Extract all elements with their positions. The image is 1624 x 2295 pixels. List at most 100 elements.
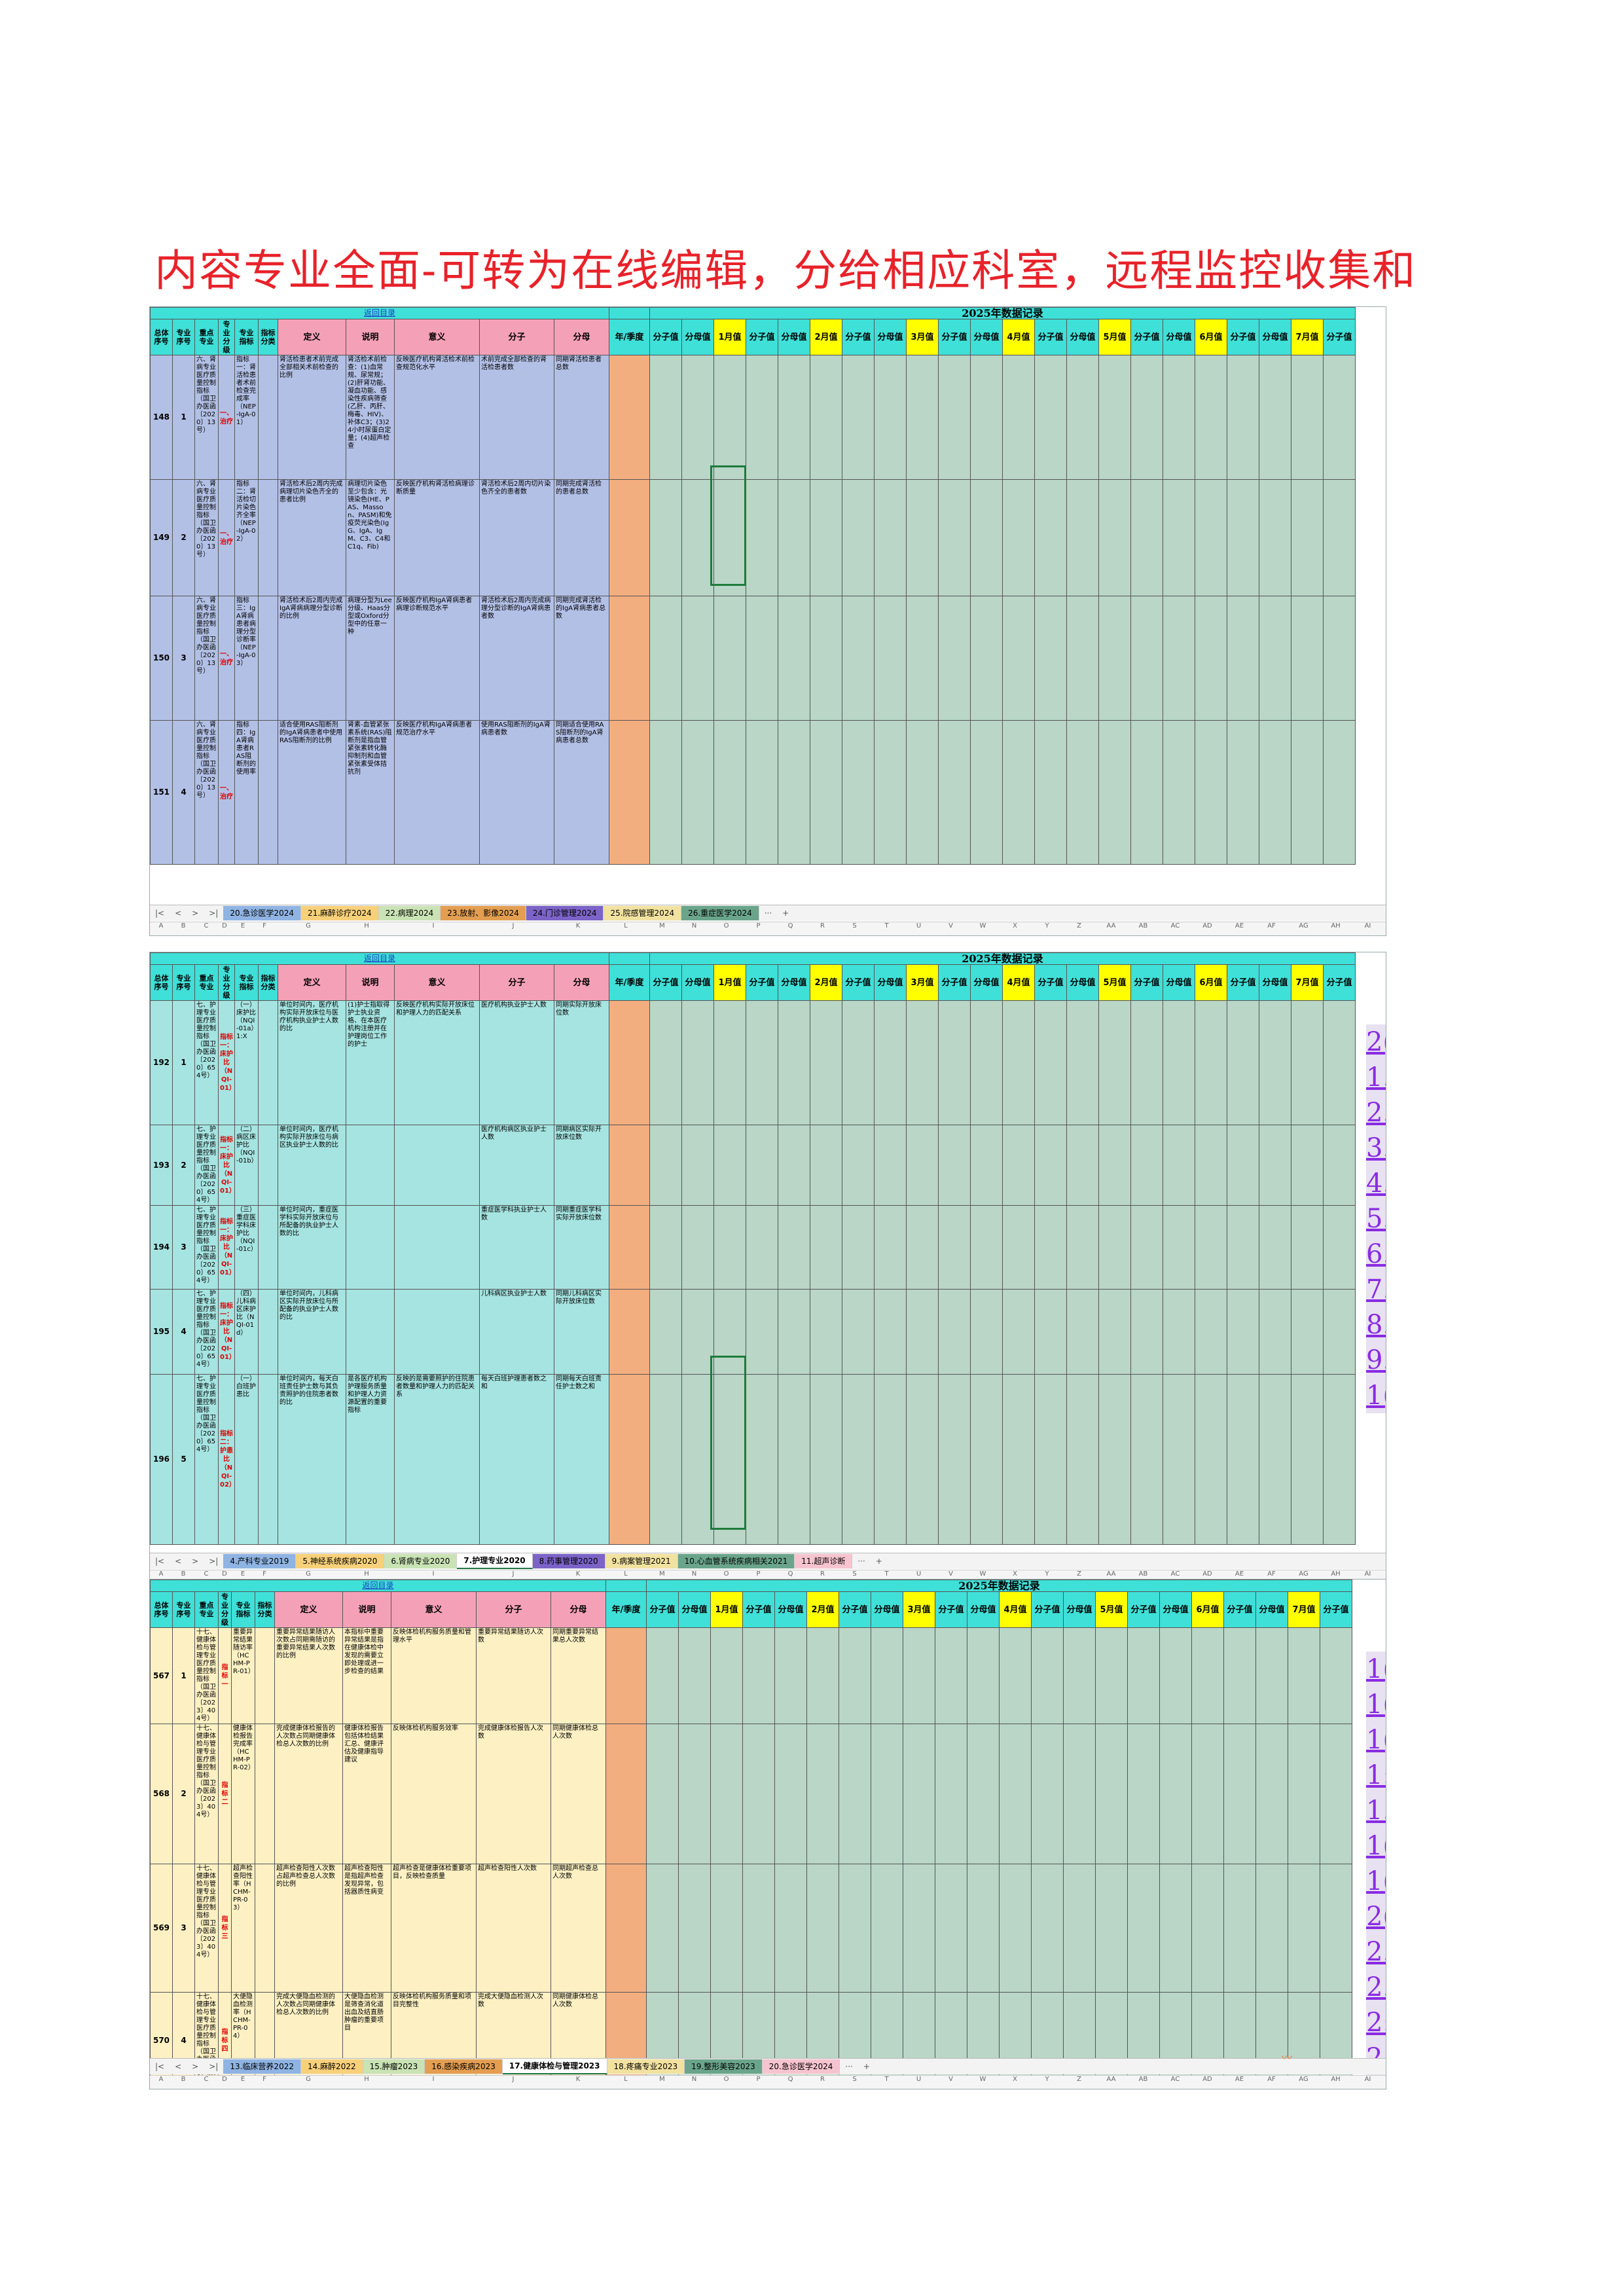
data-entry-cell[interactable] bbox=[778, 1205, 810, 1290]
data-entry-cell[interactable] bbox=[1323, 720, 1356, 865]
ind-cat-cell[interactable] bbox=[258, 1374, 278, 1545]
data-entry-cell[interactable] bbox=[1320, 1627, 1352, 1724]
data-entry-cell[interactable] bbox=[1034, 355, 1067, 480]
sheet-tab[interactable]: 8.药事管理2020 bbox=[532, 1554, 605, 1568]
data-entry-cell[interactable] bbox=[970, 355, 1003, 480]
data-entry-cell[interactable] bbox=[842, 355, 875, 480]
data-entry-cell[interactable] bbox=[778, 1374, 810, 1545]
indicator-cell[interactable]: 超声检查阳性率（HCHM-PR-03） bbox=[231, 1864, 255, 1993]
data-entry-cell[interactable] bbox=[1034, 720, 1067, 865]
data-entry-cell[interactable] bbox=[681, 355, 714, 480]
data-entry-cell[interactable] bbox=[1066, 1205, 1099, 1290]
data-entry-cell[interactable] bbox=[1163, 1205, 1195, 1290]
spec-no-cell[interactable]: 1 bbox=[172, 355, 195, 480]
data-entry-cell[interactable] bbox=[970, 720, 1003, 865]
period-cell[interactable] bbox=[605, 1864, 647, 1993]
data-entry-cell[interactable] bbox=[710, 1724, 743, 1864]
explain-cell[interactable] bbox=[346, 1125, 395, 1206]
data-entry-cell[interactable] bbox=[938, 1205, 971, 1290]
data-entry-cell[interactable] bbox=[1098, 720, 1131, 865]
data-entry-cell[interactable] bbox=[967, 1627, 1000, 1724]
total-no-cell[interactable]: 193 bbox=[150, 1125, 173, 1206]
data-entry-cell[interactable] bbox=[906, 479, 939, 596]
spec-cat-cell[interactable]: 指标一：床护比（NQI-01） bbox=[218, 1000, 235, 1125]
data-entry-cell[interactable] bbox=[1320, 1724, 1352, 1864]
data-entry-cell[interactable] bbox=[1098, 596, 1131, 721]
indicator-cell[interactable]: （四）儿科病区床护比（NQI-01d） bbox=[234, 1289, 259, 1375]
data-entry-cell[interactable] bbox=[681, 1289, 714, 1375]
sheet-tab[interactable]: 26.重症医学2024 bbox=[681, 906, 759, 920]
spec-cat-cell[interactable]: 一、治疗 bbox=[218, 479, 235, 596]
data-entry-cell[interactable] bbox=[1195, 596, 1227, 721]
data-entry-cell[interactable] bbox=[1130, 1000, 1163, 1125]
denominator-cell[interactable]: 同期重症医学科实际开放床位数 bbox=[554, 1205, 609, 1290]
data-entry-cell[interactable] bbox=[842, 596, 875, 721]
denominator-cell[interactable]: 同期完成肾活检的患者总数 bbox=[554, 479, 609, 596]
meaning-cell[interactable]: 反映医疗机构实际开放床位和护理人力的匹配关系 bbox=[394, 1000, 480, 1125]
period-cell[interactable] bbox=[609, 720, 650, 865]
data-entry-cell[interactable] bbox=[874, 596, 907, 721]
prev-sheet-button[interactable]: < bbox=[175, 2062, 182, 2071]
data-entry-cell[interactable] bbox=[1288, 1724, 1320, 1864]
denominator-cell[interactable]: 同期适合使用RAS阻断剂的IgA肾病患者总数 bbox=[554, 720, 609, 865]
data-entry-cell[interactable] bbox=[746, 1374, 778, 1545]
sheet-tab[interactable]: 7.护理专业2020 bbox=[457, 1553, 533, 1569]
data-entry-cell[interactable] bbox=[970, 1289, 1003, 1375]
data-entry-cell[interactable] bbox=[778, 1125, 810, 1206]
sheet-tab[interactable]: 17.健康体检与管理2023 bbox=[502, 2059, 607, 2074]
data-entry-cell[interactable] bbox=[903, 1864, 935, 1993]
data-entry-cell[interactable] bbox=[1066, 479, 1099, 596]
definition-cell[interactable]: 重要异常结果随访人次数占同期需随访的重要异常结果人次数的比例 bbox=[274, 1627, 343, 1724]
numerator-cell[interactable]: 超声检查阳性人次数 bbox=[476, 1864, 551, 1993]
data-entry-cell[interactable] bbox=[1130, 596, 1163, 721]
ind-cat-cell[interactable] bbox=[258, 479, 278, 596]
spec-cat-cell[interactable]: 指标一：床护比（NQI-01） bbox=[218, 1205, 235, 1290]
data-entry-cell[interactable] bbox=[1291, 1205, 1324, 1290]
data-entry-cell[interactable] bbox=[1195, 1000, 1227, 1125]
meaning-cell[interactable]: 反映医疗机构IgA肾病患者规范治疗水平 bbox=[394, 720, 480, 865]
data-entry-cell[interactable] bbox=[1227, 1289, 1259, 1375]
explain-cell[interactable]: 病理切片染色至少包含：光镜染色(HE、PAS、Masson、PASM)和免疫荧光… bbox=[346, 479, 395, 596]
back-to-contents-link[interactable]: 返回目录 bbox=[150, 1580, 606, 1592]
data-entry-cell[interactable] bbox=[842, 1374, 875, 1545]
data-entry-cell[interactable] bbox=[681, 1125, 714, 1206]
first-sheet-button[interactable]: |< bbox=[155, 2062, 165, 2071]
key-spec-cell[interactable]: 七、护理专业医疗质量控制指标（国卫办医函〔2020〕654号） bbox=[194, 1000, 219, 1125]
data-entry-cell[interactable] bbox=[1163, 1374, 1195, 1545]
data-entry-cell[interactable] bbox=[1223, 1724, 1256, 1864]
ind-cat-cell[interactable] bbox=[258, 1205, 278, 1290]
data-entry-cell[interactable] bbox=[1291, 720, 1324, 865]
explain-cell[interactable]: 健康体检报告包括体检结果汇总、健康评估及健康指导建议 bbox=[342, 1724, 391, 1864]
data-entry-cell[interactable] bbox=[970, 1000, 1003, 1125]
last-sheet-button[interactable]: >| bbox=[209, 909, 219, 918]
data-entry-cell[interactable] bbox=[1195, 1205, 1227, 1290]
data-entry-cell[interactable] bbox=[1098, 479, 1131, 596]
data-entry-cell[interactable] bbox=[1227, 1205, 1259, 1290]
data-entry-cell[interactable] bbox=[810, 1000, 842, 1125]
ind-cat-cell[interactable] bbox=[258, 720, 278, 865]
data-entry-cell[interactable] bbox=[1066, 596, 1099, 721]
data-entry-cell[interactable] bbox=[713, 1000, 746, 1125]
data-entry-cell[interactable] bbox=[999, 1724, 1032, 1864]
spec-no-cell[interactable]: 3 bbox=[172, 1205, 195, 1290]
data-entry-cell[interactable] bbox=[713, 1125, 746, 1206]
data-entry-cell[interactable] bbox=[874, 1125, 907, 1206]
total-no-cell[interactable]: 195 bbox=[150, 1289, 173, 1375]
data-entry-cell[interactable] bbox=[678, 1864, 711, 1993]
data-entry-cell[interactable] bbox=[903, 1724, 935, 1864]
data-entry-cell[interactable] bbox=[1066, 720, 1099, 865]
data-entry-cell[interactable] bbox=[649, 1125, 682, 1206]
add-sheet-button[interactable]: + bbox=[782, 909, 789, 918]
data-entry-cell[interactable] bbox=[1127, 1627, 1160, 1724]
first-sheet-button[interactable]: |< bbox=[155, 1557, 165, 1566]
denominator-cell[interactable]: 同期重要异常结果总人次数 bbox=[550, 1627, 606, 1724]
data-entry-cell[interactable] bbox=[1227, 479, 1259, 596]
data-entry-cell[interactable] bbox=[1159, 1627, 1192, 1724]
data-entry-cell[interactable] bbox=[1130, 1289, 1163, 1375]
data-entry-cell[interactable] bbox=[938, 1000, 971, 1125]
explain-cell[interactable]: 超声检查阳性是指超声检查发现异常，包括器质性病变 bbox=[342, 1864, 391, 1993]
data-entry-cell[interactable] bbox=[1259, 1000, 1291, 1125]
data-entry-cell[interactable] bbox=[1163, 720, 1195, 865]
data-entry-cell[interactable] bbox=[681, 596, 714, 721]
period-cell[interactable] bbox=[609, 1205, 650, 1290]
